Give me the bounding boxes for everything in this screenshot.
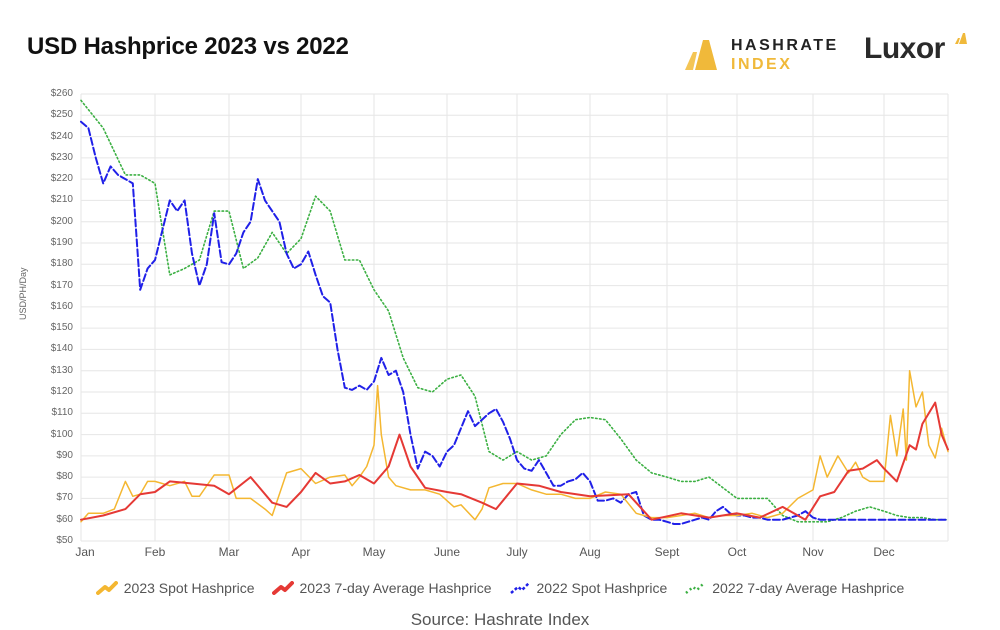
logo-index-text: INDEX: [731, 56, 793, 73]
legend-2022-spot-icon: [509, 582, 530, 594]
y-tick-label: $170: [50, 279, 73, 291]
y-tick-label: $60: [56, 513, 73, 525]
x-tick-label: July: [506, 545, 528, 559]
chart-legend: 2023 Spot Hashprice 2023 7-day Average H…: [0, 580, 1000, 596]
legend-item-2022-spot[interactable]: 2022 Spot Hashprice: [509, 580, 668, 596]
luxor-logo-mark-icon: [955, 33, 967, 44]
y-tick-label: $160: [50, 300, 73, 312]
y-tick-label: $190: [50, 237, 73, 248]
chart-title: USD Hashprice 2023 vs 2022: [27, 33, 349, 60]
x-tick-label: Nov: [802, 545, 824, 559]
y-tick-label: $180: [50, 258, 73, 270]
y-tick-label: $210: [50, 194, 73, 206]
x-tick-label: Sept: [654, 545, 680, 559]
y-tick-label: $130: [50, 364, 73, 376]
y-tick-label: $240: [50, 130, 73, 142]
x-tick-label: May: [362, 545, 386, 559]
legend-2023-spot-icon: [95, 581, 118, 595]
legend-label: 2023 Spot Hashprice: [123, 580, 255, 596]
y-tick-label: $250: [50, 109, 73, 121]
legend-2023-average-icon: [271, 581, 294, 595]
legend-item-2022-average[interactable]: 2022 7-day Average Hashprice: [684, 580, 904, 596]
y-tick-label: $200: [50, 215, 73, 227]
x-tick-label: Mar: [218, 545, 240, 559]
legend-label: 2022 Spot Hashprice: [536, 580, 668, 596]
y-tick-label: $80: [56, 471, 73, 483]
x-tick-label: Dec: [873, 545, 895, 559]
y-tick-label: $140: [50, 343, 73, 355]
x-tick-label: Apr: [291, 545, 311, 559]
y-tick-label: $90: [56, 449, 73, 461]
logo-hashrate-text: HASHRATE: [731, 37, 839, 54]
x-tick-label: Oct: [727, 545, 747, 559]
series-line-2023-7-day-average-hashprice: [80, 401, 949, 521]
legend-label: 2023 7-day Average Hashprice: [299, 580, 492, 596]
y-tick-label: $230: [50, 151, 73, 163]
series-line-2022-7-day-average-hashprice: [80, 99, 949, 523]
x-tick-label: Jan: [75, 545, 95, 559]
y-tick-label: $260: [50, 88, 73, 99]
x-tick-label: Aug: [579, 545, 601, 559]
y-tick-label: $150: [50, 322, 73, 334]
source-caption: Source: Hashrate Index: [410, 610, 590, 629]
legend-item-2023-average[interactable]: 2023 7-day Average Hashprice: [271, 580, 492, 596]
series-line-2022-spot-hashprice: [80, 120, 949, 525]
y-tick-label: $110: [51, 407, 73, 419]
legend-label: 2022 7-day Average Hashprice: [712, 580, 905, 596]
legend-2022-average-icon: [685, 582, 706, 594]
x-tick-label: Feb: [144, 545, 166, 559]
y-tick-label: $120: [50, 386, 73, 397]
y-tick-label: $100: [50, 428, 73, 440]
y-tick-label: $70: [56, 492, 73, 504]
y-tick-label: $220: [50, 173, 73, 185]
y-tick-label: $50: [56, 535, 73, 546]
hashrate-index-logo-icon: [685, 40, 717, 70]
legend-item-2023-spot[interactable]: 2023 Spot Hashprice: [95, 580, 255, 596]
hashrate-index-logo: HASHRATE INDEX: [683, 36, 839, 74]
x-tick-label: June: [433, 545, 461, 559]
luxor-logo: Luxor: [864, 32, 945, 65]
